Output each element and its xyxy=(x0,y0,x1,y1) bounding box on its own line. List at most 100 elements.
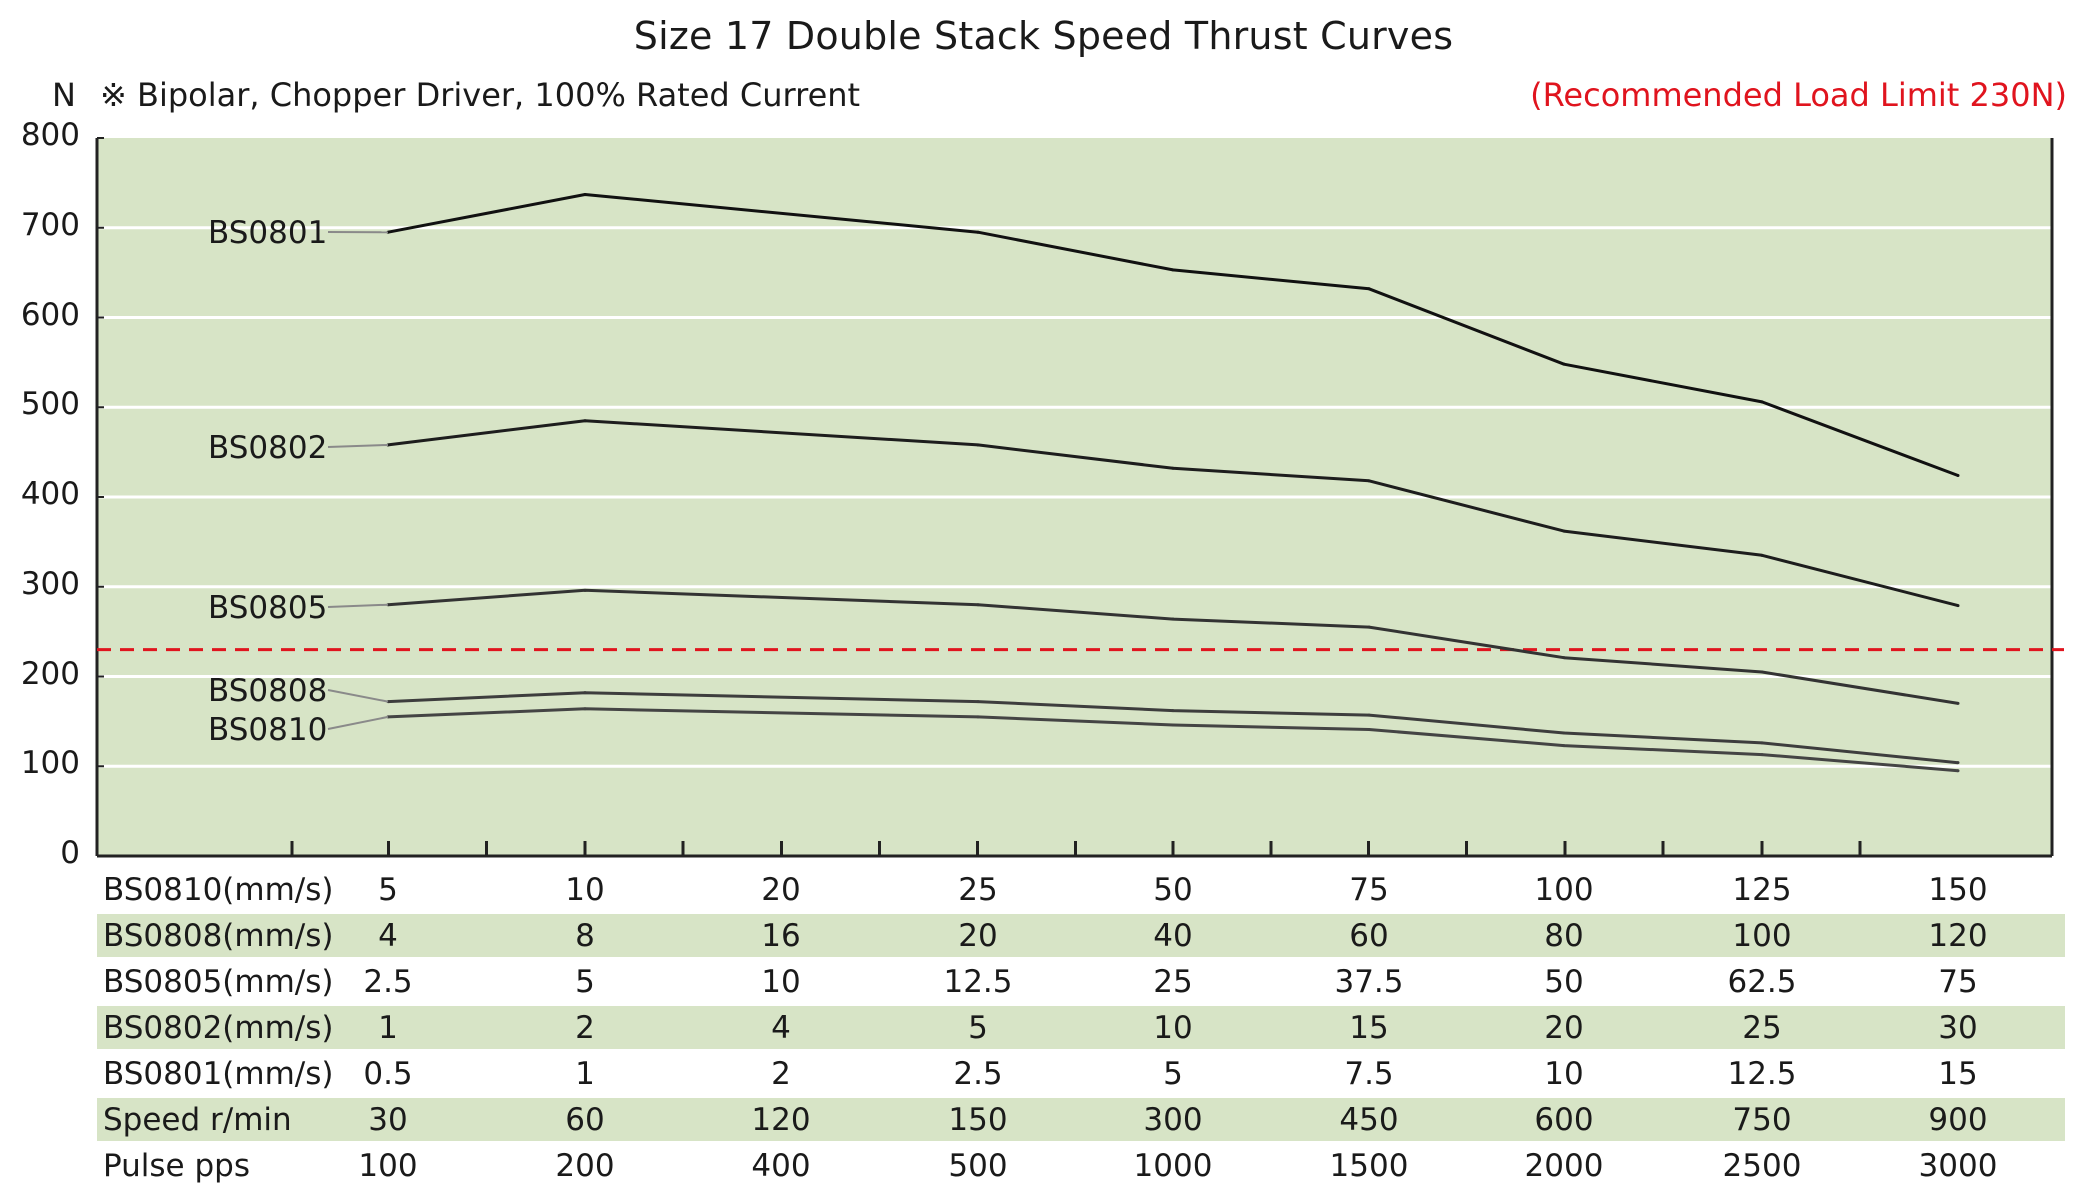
table-cell: 2.5 xyxy=(918,1056,1038,1092)
table-cell: 3000 xyxy=(1898,1148,2018,1184)
table-cell: 100 xyxy=(328,1148,448,1184)
table-cell: 4 xyxy=(721,1010,841,1046)
table-cell: 80 xyxy=(1504,918,1624,954)
data-point xyxy=(584,707,587,710)
table-cell: 1500 xyxy=(1309,1148,1429,1184)
table-cell: 2 xyxy=(525,1010,645,1046)
table-cell: 5 xyxy=(1113,1056,1233,1092)
table-cell: 125 xyxy=(1702,872,1822,908)
table-cell: 200 xyxy=(525,1148,645,1184)
table-cell: 25 xyxy=(1113,964,1233,1000)
data-point xyxy=(584,691,587,694)
table-cell: 100 xyxy=(1702,918,1822,954)
y-tick-label: 400 xyxy=(0,476,80,512)
data-point xyxy=(1957,761,1960,764)
data-point xyxy=(1563,530,1566,533)
data-point xyxy=(1957,769,1960,772)
table-cell: 150 xyxy=(1898,872,2018,908)
data-point xyxy=(1761,671,1764,674)
data-point xyxy=(1957,702,1960,705)
table-cell: 10 xyxy=(1113,1010,1233,1046)
table-cell: 10 xyxy=(1504,1056,1624,1092)
table-cell: 20 xyxy=(721,872,841,908)
table-cell: 5 xyxy=(328,872,448,908)
series-label-bs0801: BS0801 xyxy=(208,215,327,251)
table-cell: 500 xyxy=(918,1148,1038,1184)
table-cell: 2500 xyxy=(1702,1148,1822,1184)
y-tick-label: 300 xyxy=(0,566,80,602)
data-point xyxy=(1563,656,1566,659)
table-cell: 120 xyxy=(721,1102,841,1138)
table-cell: 62.5 xyxy=(1702,964,1822,1000)
table-cell: 40 xyxy=(1113,918,1233,954)
data-point xyxy=(1172,709,1175,712)
row-label: Speed r/min xyxy=(103,1102,292,1138)
y-tick-label: 0 xyxy=(0,835,80,871)
table-cell: 8 xyxy=(525,918,645,954)
row-label: BS0802(mm/s) xyxy=(103,1010,333,1046)
data-point xyxy=(584,589,587,592)
data-point xyxy=(977,231,980,234)
table-cell: 10 xyxy=(525,872,645,908)
table-cell: 20 xyxy=(918,918,1038,954)
series-label-bs0802: BS0802 xyxy=(208,430,327,466)
data-point xyxy=(977,700,980,703)
data-point xyxy=(1563,363,1566,366)
data-point xyxy=(977,603,980,606)
table-cell: 75 xyxy=(1309,872,1429,908)
table-cell: 12.5 xyxy=(918,964,1038,1000)
table-cell: 50 xyxy=(1113,872,1233,908)
data-point xyxy=(1368,626,1371,629)
table-cell: 2 xyxy=(721,1056,841,1092)
table-cell: 100 xyxy=(1504,872,1624,908)
series-label-bs0805: BS0805 xyxy=(208,590,327,626)
table-cell: 60 xyxy=(1309,918,1429,954)
table-cell: 4 xyxy=(328,918,448,954)
data-point xyxy=(1957,474,1960,477)
table-cell: 5 xyxy=(918,1010,1038,1046)
table-cell: 1000 xyxy=(1113,1148,1233,1184)
data-point xyxy=(1368,728,1371,731)
y-tick-label: 100 xyxy=(0,745,80,781)
table-cell: 15 xyxy=(1309,1010,1429,1046)
data-point xyxy=(1172,618,1175,621)
table-cell: 7.5 xyxy=(1309,1056,1429,1092)
table-cell: 75 xyxy=(1898,964,2018,1000)
table-cell: 300 xyxy=(1113,1102,1233,1138)
y-tick-label: 500 xyxy=(0,386,80,422)
data-point xyxy=(1172,723,1175,726)
data-point xyxy=(1761,554,1764,557)
data-point xyxy=(1761,753,1764,756)
table-cell: 450 xyxy=(1309,1102,1429,1138)
data-point xyxy=(1368,714,1371,717)
table-cell: 20 xyxy=(1504,1010,1624,1046)
table-cell: 25 xyxy=(918,872,1038,908)
row-label: Pulse pps xyxy=(103,1148,250,1184)
table-cell: 0.5 xyxy=(328,1056,448,1092)
y-tick-label: 700 xyxy=(0,207,80,243)
table-cell: 30 xyxy=(1898,1010,2018,1046)
y-tick-label: 800 xyxy=(0,117,80,153)
data-point xyxy=(1368,287,1371,290)
table-cell: 900 xyxy=(1898,1102,2018,1138)
row-label: BS0810(mm/s) xyxy=(103,872,333,908)
table-cell: 15 xyxy=(1898,1056,2018,1092)
data-point xyxy=(1563,732,1566,735)
row-label: BS0808(mm/s) xyxy=(103,918,333,954)
y-tick-label: 600 xyxy=(0,297,80,333)
table-cell: 12.5 xyxy=(1702,1056,1822,1092)
series-label-bs0810: BS0810 xyxy=(208,712,327,748)
data-point xyxy=(1563,744,1566,747)
table-cell: 60 xyxy=(525,1102,645,1138)
table-cell: 1 xyxy=(328,1010,448,1046)
table-cell: 5 xyxy=(525,964,645,1000)
data-point xyxy=(584,419,587,422)
row-label: BS0805(mm/s) xyxy=(103,964,333,1000)
series-label-bs0808: BS0808 xyxy=(208,673,327,709)
table-cell: 37.5 xyxy=(1309,964,1429,1000)
table-cell: 30 xyxy=(328,1102,448,1138)
